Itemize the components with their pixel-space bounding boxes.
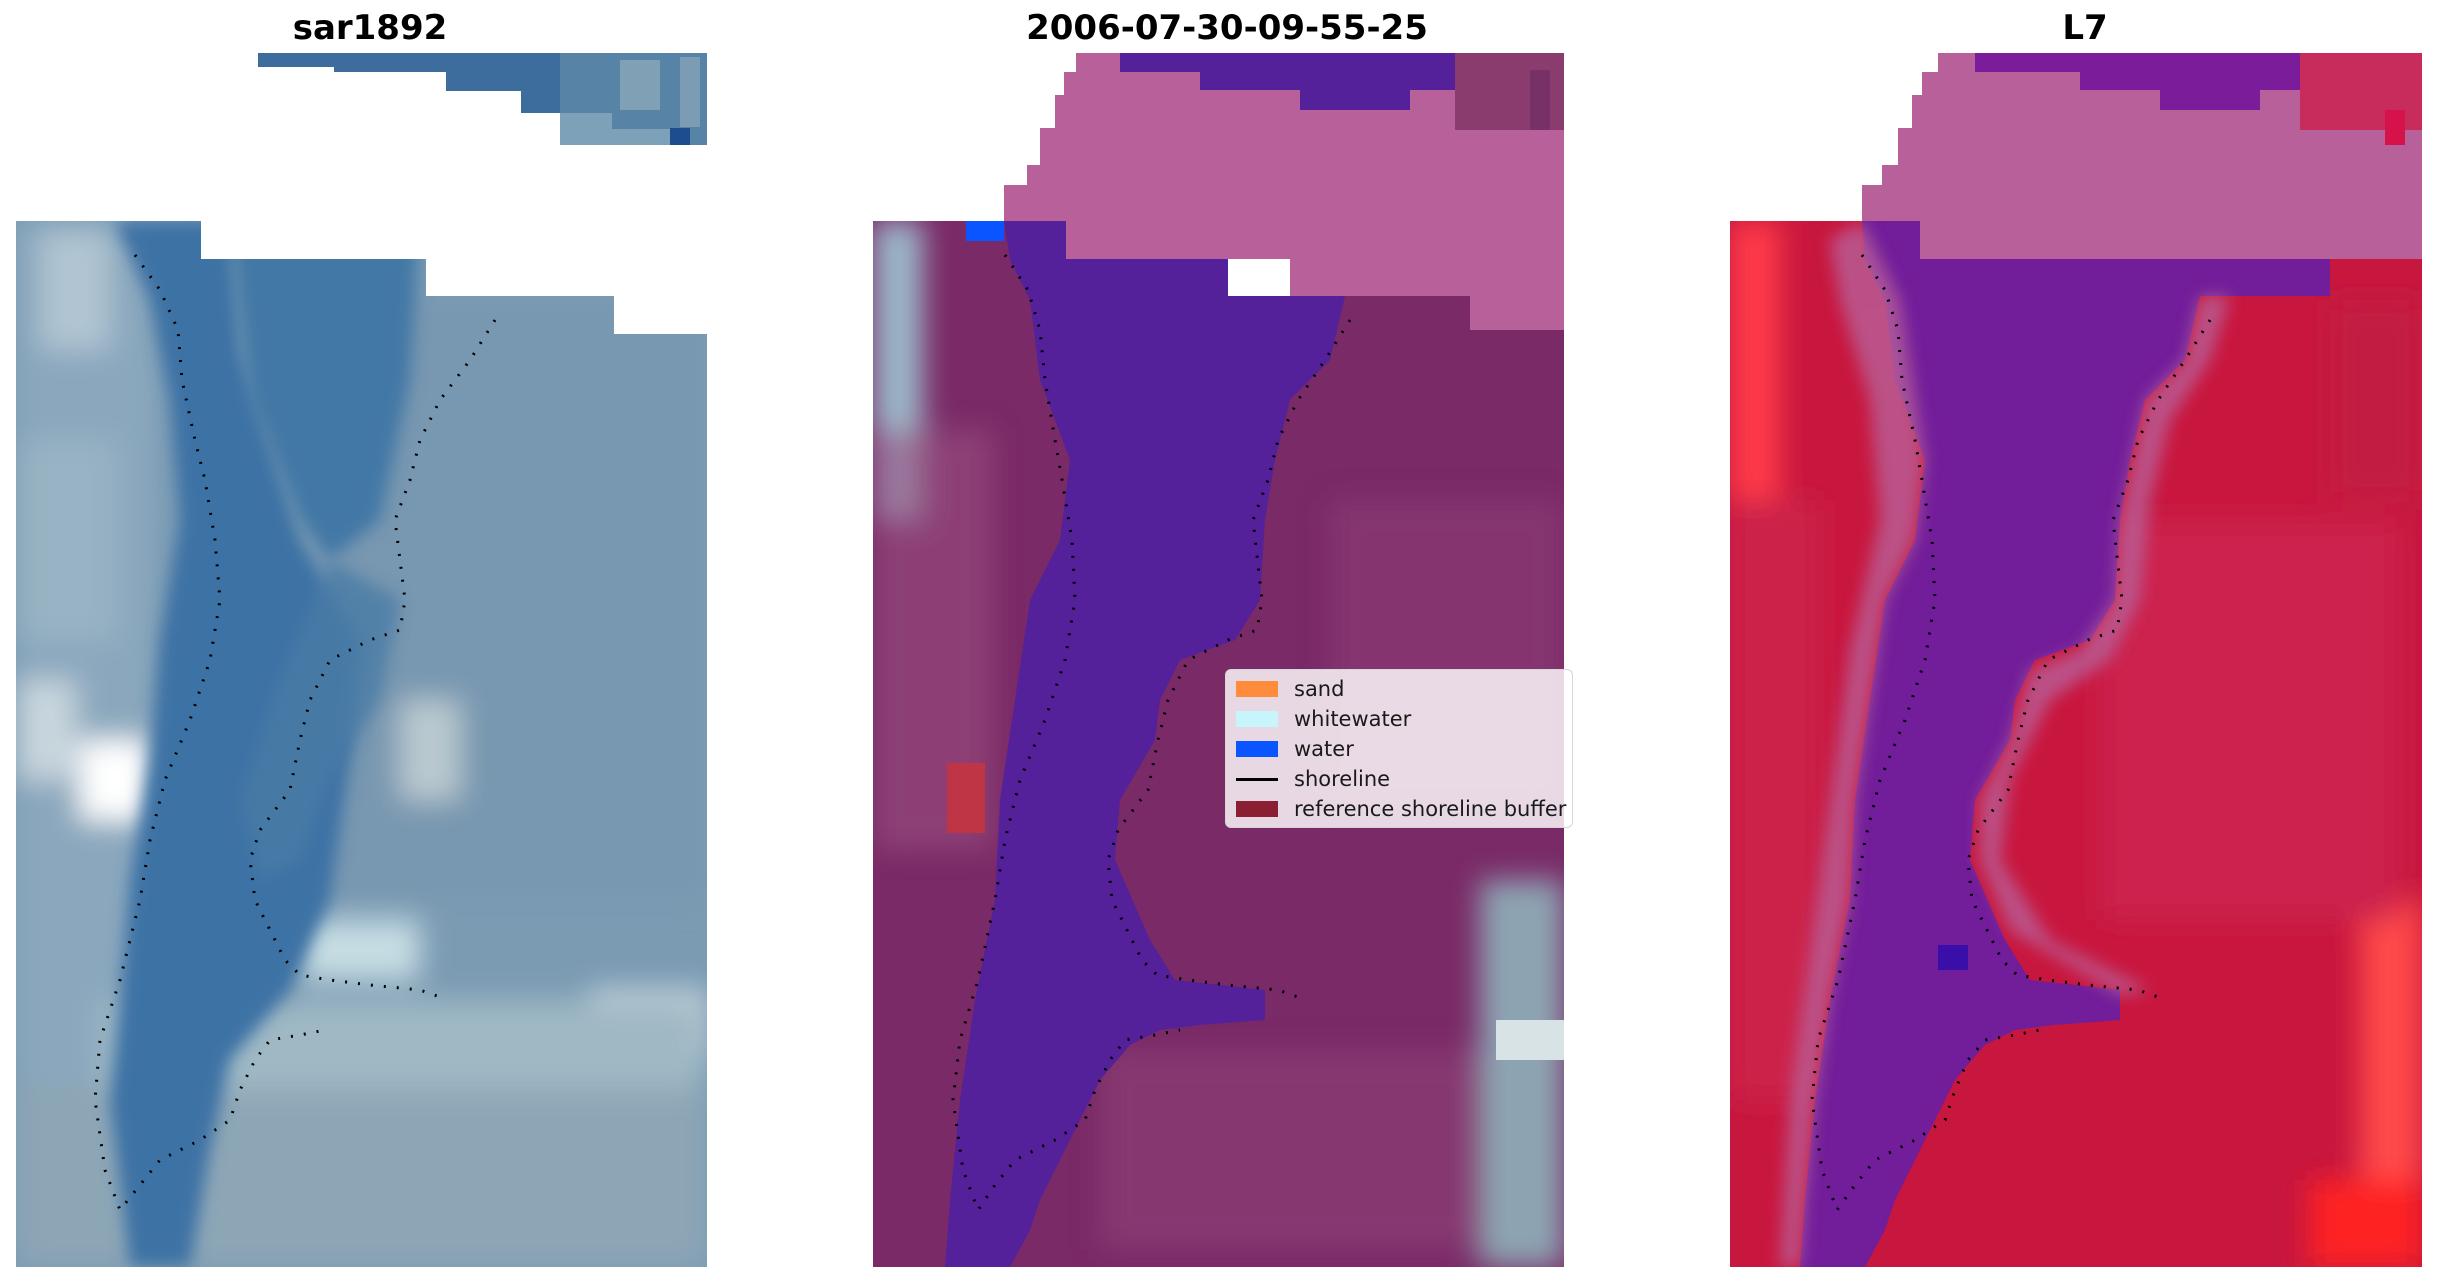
legend-label: sand bbox=[1294, 677, 1345, 701]
legend-swatch-sand bbox=[1236, 681, 1278, 697]
legend-line-shoreline bbox=[1236, 777, 1278, 781]
legend-label: shoreline bbox=[1294, 767, 1391, 791]
index-panel bbox=[1730, 53, 2422, 1267]
legend-swatch-reference-buffer bbox=[1236, 801, 1278, 817]
panel-title-rgb: sar1892 bbox=[292, 8, 448, 48]
rgb-top-strip bbox=[258, 53, 707, 145]
legend-item-reference-buffer: reference shoreline buffer bbox=[1236, 795, 1566, 823]
legend-label: reference shoreline buffer bbox=[1294, 797, 1567, 821]
legend-item-water: water bbox=[1236, 735, 1354, 763]
legend-swatch-whitewater bbox=[1236, 711, 1278, 727]
panel-title-index: L7 bbox=[2062, 8, 2108, 48]
legend-item-shoreline: shoreline bbox=[1236, 765, 1390, 793]
classified-panel bbox=[873, 53, 1564, 1267]
legend: sand whitewater water shoreline referenc… bbox=[1225, 669, 1573, 828]
index-water bbox=[1800, 221, 2330, 1267]
legend-label: water bbox=[1294, 737, 1354, 761]
classified-shoreline bbox=[951, 254, 1181, 1214]
index-main bbox=[1730, 221, 2422, 1267]
index-shoreline bbox=[1810, 254, 2041, 1214]
panel-title-classified: 2006-07-30-09-55-25 bbox=[1026, 8, 1428, 48]
rgb-main-image bbox=[16, 221, 707, 1267]
classified-top-buffer bbox=[1004, 53, 1564, 330]
legend-label: whitewater bbox=[1294, 707, 1412, 731]
rgb-shoreline bbox=[93, 254, 326, 1213]
classified-water bbox=[945, 221, 1470, 1267]
legend-swatch-water bbox=[1236, 741, 1278, 757]
rgb-image-panel bbox=[16, 53, 707, 1267]
legend-item-whitewater: whitewater bbox=[1236, 705, 1411, 733]
legend-item-sand: sand bbox=[1236, 675, 1344, 703]
